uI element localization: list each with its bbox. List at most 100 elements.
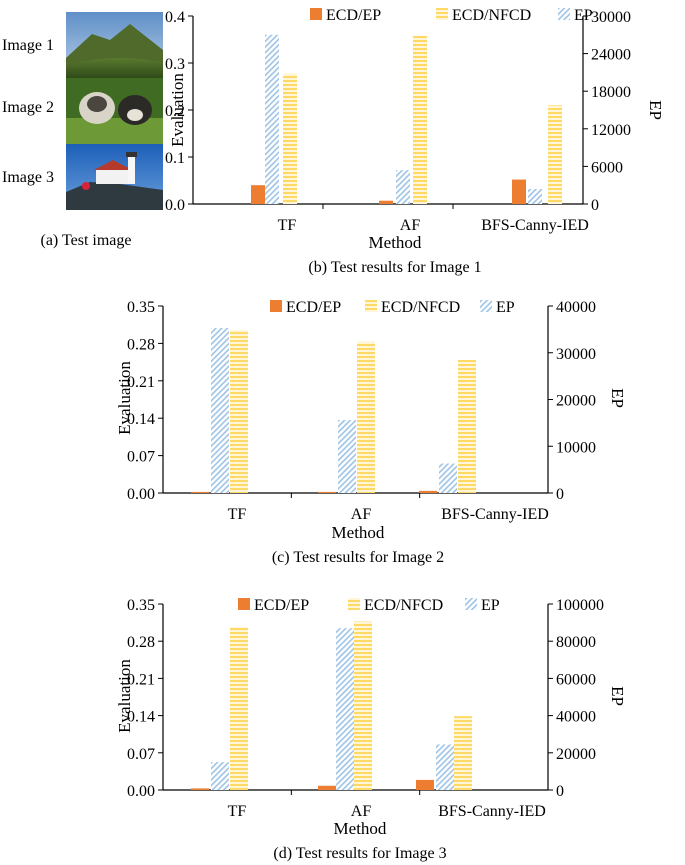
- y-tick-label: 0.35: [127, 597, 155, 614]
- legend-label-ecd-nfcd: ECD/NFCD: [381, 299, 460, 316]
- x-tick-label: AF: [400, 217, 421, 234]
- y2-tick-label: 0: [591, 197, 599, 214]
- bar-ecd-nfcd: [230, 330, 248, 493]
- legend-label-ecd-ep: ECD/EP: [286, 299, 341, 316]
- y-tick-label: 0.21: [127, 671, 155, 688]
- chart-2: 0.00 0.07 0.14 0.21 0.28 0.35 0 10000 20000 30000…: [115, 299, 627, 566]
- legend-swatch-ep: [480, 300, 492, 312]
- thumbnail-image-2: [66, 78, 163, 144]
- y-tick-label: 0.21: [127, 374, 155, 391]
- legend-swatch-ep: [558, 8, 570, 20]
- bar-ecd-nfcd: [357, 341, 375, 493]
- legend-label-ep: EP: [574, 7, 593, 24]
- bar-ep: [396, 170, 410, 204]
- bar-ep: [439, 463, 457, 493]
- x-tick-label: TF: [278, 217, 297, 234]
- bar-ep: [211, 327, 229, 493]
- bar-ecd-ep: [251, 185, 265, 204]
- x-axis-title: Method: [334, 819, 387, 838]
- bar-ep: [211, 762, 229, 790]
- bar-ecd-nfcd: [230, 627, 248, 790]
- bar-ecd-ep: [191, 491, 209, 493]
- y-tick-label: 0.07: [127, 449, 155, 466]
- legend-swatch-ecd-nfcd: [436, 8, 448, 20]
- y2-tick-label: 20000: [556, 746, 596, 763]
- y2-axis-title: EP: [646, 100, 665, 120]
- y-tick-label: 0.14: [127, 411, 155, 428]
- bar-ecd-nfcd: [413, 35, 427, 204]
- x-tick-label: AF: [351, 803, 372, 820]
- bar-ecd-ep: [191, 788, 209, 790]
- bar-ep: [528, 188, 542, 204]
- y2-tick-label: 20000: [556, 393, 596, 410]
- image-label-3: Image 3: [2, 169, 54, 186]
- chart-layer: 0.0 0.1 0.2 0.3 0.4 0 6000 12000 18000 24000 30000…: [115, 7, 665, 862]
- y-tick-label: 0.1: [165, 150, 185, 167]
- x-axis-title: Method: [369, 233, 422, 252]
- x-tick-label: BFS-Canny-IED: [438, 803, 546, 820]
- caption-a: (a) Test image: [41, 232, 132, 249]
- chart-3: 0.00 0.07 0.14 0.21 0.28 0.35 0 20000 40000 60000…: [115, 597, 627, 862]
- legend-swatch-ecd-nfcd: [348, 598, 360, 610]
- y-axis-title: Evaluation: [115, 361, 134, 435]
- bar-ecd-ep: [419, 490, 437, 493]
- image-label-2: Image 2: [2, 99, 54, 116]
- x-tick-label: AF: [351, 506, 372, 523]
- legend: ECD/EP ECD/NFCD EP: [310, 7, 593, 24]
- y2-tick-label: 0: [556, 486, 564, 503]
- legend-swatch-ecd-ep: [270, 300, 282, 312]
- y2-tick-label: 0: [556, 783, 564, 800]
- y2-tick-label: 10000: [556, 439, 596, 456]
- x-tick-label: TF: [228, 506, 247, 523]
- legend-label-ecd-nfcd: ECD/NFCD: [452, 7, 531, 24]
- bar-ep: [265, 34, 279, 204]
- bar-ep: [338, 420, 356, 493]
- x-tick-label: BFS-Canny-IED: [441, 506, 549, 523]
- y-tick-label: 0.4: [165, 9, 185, 26]
- y2-tick-label: 18000: [591, 84, 631, 101]
- legend: ECD/EP ECD/NFCD EP: [270, 299, 515, 316]
- y-tick-label: 0.28: [127, 634, 155, 651]
- bar-ecd-nfcd: [283, 73, 297, 204]
- bar-ep: [436, 744, 454, 790]
- bar-ecd-nfcd: [548, 105, 562, 204]
- y2-tick-label: 6000: [591, 159, 623, 176]
- legend-label-ecd-ep: ECD/EP: [254, 597, 309, 614]
- bar-ecd-ep: [379, 200, 393, 204]
- bar-ecd-ep: [318, 491, 336, 493]
- chart-1: 0.0 0.1 0.2 0.3 0.4 0 6000 12000 18000 24000 30000…: [165, 7, 665, 276]
- y-tick-label: 0.14: [127, 709, 155, 726]
- y2-tick-label: 12000: [591, 122, 631, 139]
- y2-axis-title: EP: [608, 388, 627, 408]
- y-tick-label: 0.28: [127, 336, 155, 353]
- bar-ecd-ep: [416, 779, 434, 790]
- x-tick-label: TF: [228, 803, 247, 820]
- thumbnail-image-1: [66, 12, 163, 78]
- y-tick-label: 0.3: [165, 56, 185, 73]
- y2-tick-label: 24000: [591, 47, 631, 64]
- legend-label-ep: EP: [496, 299, 515, 316]
- y2-axis-title: EP: [608, 686, 627, 706]
- bar-ecd-nfcd: [458, 359, 476, 493]
- x-tick-label: BFS-Canny-IED: [481, 217, 589, 234]
- legend-swatch-ecd-ep: [310, 8, 322, 20]
- y-tick-label: 0.07: [127, 746, 155, 763]
- thumbnail-image-3: [66, 144, 163, 210]
- legend-label-ecd-nfcd: ECD/NFCD: [364, 597, 443, 614]
- bar-ep: [336, 628, 354, 790]
- bar-ecd-ep: [318, 785, 336, 790]
- chart-caption: (b) Test results for Image 1: [308, 259, 481, 276]
- image-label-1: Image 1: [2, 37, 54, 54]
- bar-ecd-nfcd: [454, 716, 472, 790]
- y2-tick-label: 80000: [556, 634, 596, 651]
- panel-a: Image 1 Image 2 Image 3 (a) Test image: [2, 12, 163, 249]
- y-tick-label: 0.00: [127, 783, 155, 800]
- y-tick-label: 0.35: [127, 299, 155, 316]
- y2-tick-label: 40000: [556, 299, 596, 316]
- y2-tick-label: 30000: [591, 9, 631, 26]
- y-tick-label: 0.2: [165, 103, 185, 120]
- legend-swatch-ecd-ep: [238, 598, 250, 610]
- legend-swatch-ep: [465, 598, 477, 610]
- legend: ECD/EP ECD/NFCD EP: [238, 597, 500, 614]
